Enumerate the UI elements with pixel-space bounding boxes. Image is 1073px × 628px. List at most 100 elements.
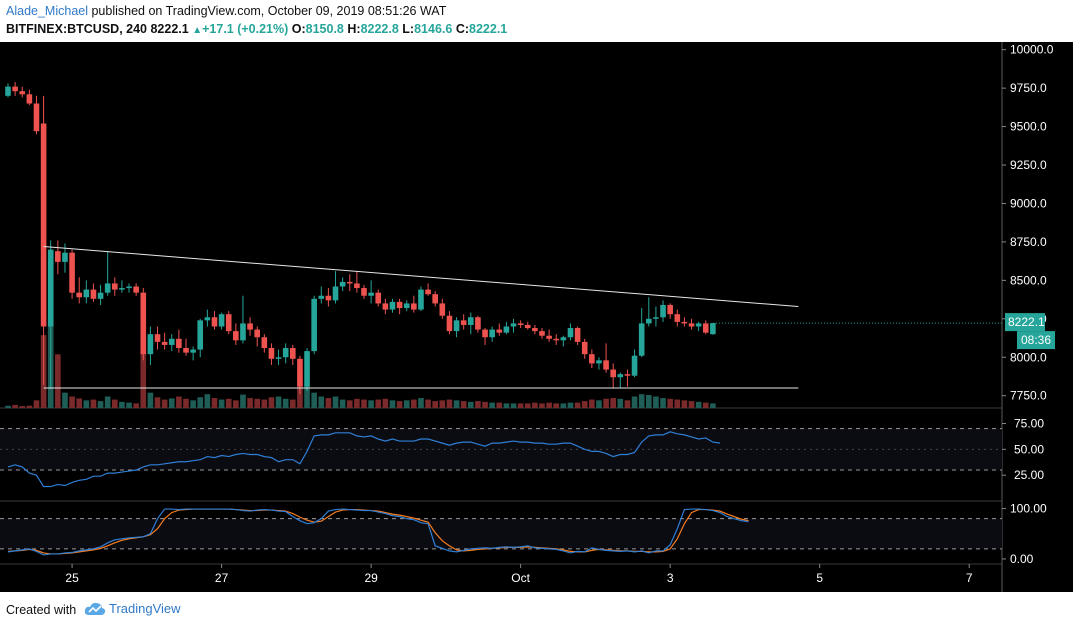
volume-bar bbox=[240, 394, 246, 408]
candle-body bbox=[346, 281, 353, 284]
volume-bar bbox=[610, 398, 616, 408]
stoch-tick-label: 0.00 bbox=[1010, 552, 1034, 566]
volume-bar bbox=[375, 399, 382, 408]
candle-body bbox=[596, 360, 602, 364]
candle-body bbox=[97, 292, 104, 299]
volume-bar bbox=[133, 403, 139, 408]
volume-bar bbox=[97, 401, 104, 408]
low-value: 8146.6 bbox=[414, 22, 453, 36]
candle-body bbox=[133, 286, 139, 293]
chart-background bbox=[0, 42, 1002, 592]
candle-body bbox=[275, 357, 282, 359]
countdown-badge-bg bbox=[1017, 331, 1055, 350]
volume-bar bbox=[524, 403, 531, 408]
volume-bar bbox=[161, 399, 168, 408]
candle-body bbox=[5, 86, 11, 96]
candle-body bbox=[126, 286, 132, 289]
volume-bar bbox=[233, 400, 239, 408]
candle-body bbox=[439, 303, 446, 316]
candle-body bbox=[240, 323, 246, 341]
publish-line: Alade_Michael published on TradingView.c… bbox=[6, 4, 446, 18]
volume-bar bbox=[211, 398, 218, 408]
last-price: 8222.1 bbox=[150, 22, 189, 36]
candle-body bbox=[460, 320, 467, 325]
candle-body bbox=[482, 329, 488, 338]
volume-bar bbox=[667, 398, 673, 408]
volume-bar bbox=[396, 401, 403, 408]
volume-bar bbox=[589, 399, 595, 408]
candle-body bbox=[396, 301, 403, 309]
candle-body bbox=[681, 321, 688, 324]
stoch-tick-label: 100.00 bbox=[1010, 502, 1047, 516]
price-chart[interactable]: 10000.0 9750.0 9500.0 9250.0 9000.0 8750.0 850… bbox=[0, 42, 1073, 592]
candle-body bbox=[581, 341, 588, 355]
candle-body bbox=[624, 374, 631, 376]
candle-body bbox=[268, 348, 275, 359]
candle-body bbox=[653, 317, 659, 319]
time-tick-label: 27 bbox=[215, 571, 229, 585]
candle-body bbox=[161, 341, 168, 345]
close-value: 8222.1 bbox=[469, 22, 508, 36]
price-change: +17.1 (+0.21%) bbox=[202, 22, 289, 36]
candle-body bbox=[574, 328, 581, 342]
volume-bar bbox=[290, 399, 296, 408]
volume-bar bbox=[140, 335, 147, 408]
volume-bar bbox=[268, 397, 275, 408]
volume-bar bbox=[190, 400, 196, 408]
volume-bar bbox=[617, 398, 624, 408]
author-link[interactable]: Alade_Michael bbox=[6, 4, 88, 18]
volume-bar bbox=[368, 400, 374, 408]
candle-body bbox=[660, 304, 666, 318]
volume-bar bbox=[411, 399, 417, 408]
volume-bar bbox=[247, 398, 253, 408]
candle-body bbox=[33, 103, 40, 132]
volume-bar bbox=[5, 405, 11, 408]
time-tick-label: Oct bbox=[511, 571, 530, 585]
volume-bar bbox=[346, 400, 353, 408]
candle-body bbox=[610, 369, 616, 378]
trendline bbox=[43, 246, 799, 308]
candle-body bbox=[446, 315, 453, 332]
volume-bar bbox=[382, 398, 389, 408]
candle-body bbox=[546, 335, 552, 339]
low-label: L: bbox=[402, 22, 415, 36]
volume-bar bbox=[55, 354, 61, 408]
close-label: C: bbox=[455, 22, 470, 36]
volume-bar bbox=[318, 396, 325, 408]
candle-body bbox=[539, 331, 545, 336]
candle-body bbox=[339, 281, 346, 287]
volume-bar bbox=[489, 402, 495, 408]
candle-body bbox=[297, 358, 303, 387]
volume-bar bbox=[90, 399, 97, 408]
volume-bar bbox=[581, 401, 588, 408]
candle-body bbox=[432, 294, 438, 304]
candle-body bbox=[168, 338, 175, 345]
candle-body bbox=[411, 303, 417, 310]
volume-bar bbox=[254, 398, 260, 408]
candle-body bbox=[517, 323, 524, 325]
price-badge: 8222.1 bbox=[1008, 315, 1045, 329]
candle-body bbox=[453, 320, 460, 332]
candle-body bbox=[702, 323, 709, 333]
volume-bar bbox=[710, 403, 716, 408]
volume-bar bbox=[574, 402, 581, 408]
volume-bar bbox=[674, 399, 681, 408]
candle-body bbox=[19, 91, 26, 95]
candle-body bbox=[304, 351, 310, 387]
volume-bar bbox=[19, 406, 26, 408]
price-tick-label: 7750.0 bbox=[1010, 389, 1047, 403]
tradingview-logo[interactable]: TradingView bbox=[84, 601, 181, 616]
volume-bar bbox=[446, 399, 453, 408]
price-tick-label: 8500.0 bbox=[1010, 273, 1047, 287]
candle-body bbox=[332, 286, 339, 301]
volume-bar bbox=[304, 385, 310, 408]
volume-bar bbox=[112, 399, 118, 408]
volume-bar bbox=[83, 400, 90, 408]
volume-bar bbox=[503, 403, 510, 408]
candle-body bbox=[140, 292, 147, 355]
candle-body bbox=[318, 295, 325, 299]
tradingview-brand: TradingView bbox=[109, 601, 181, 616]
volume-bar bbox=[104, 396, 111, 408]
candle-body bbox=[667, 304, 673, 315]
volume-bar bbox=[695, 401, 702, 408]
